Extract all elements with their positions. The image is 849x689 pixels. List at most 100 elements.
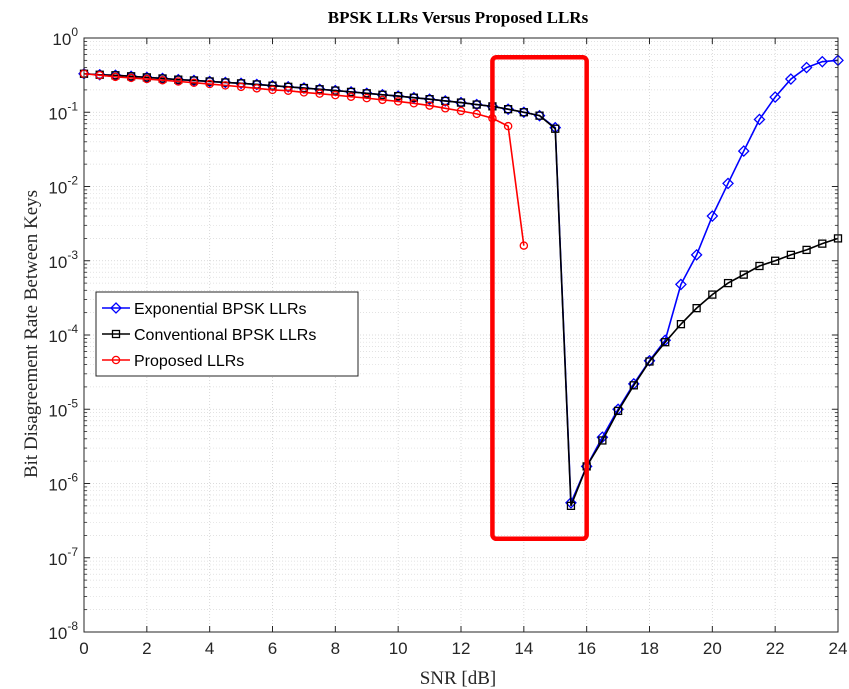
data-point: [676, 319, 686, 329]
y-tick-label: 10-8: [48, 619, 78, 643]
data-point: [456, 98, 466, 107]
ticks-layer: [83, 37, 839, 633]
data-point: [503, 105, 513, 114]
data-point: [816, 55, 829, 68]
data-point: [189, 78, 199, 87]
data-point: [802, 245, 811, 255]
data-point: [299, 88, 309, 97]
data-point: [346, 87, 356, 97]
legend-label: Conventional BPSK LLRs: [134, 327, 316, 344]
x-tick-labels: 0 2 4 6 8 10 12 14 16 18 20 22 24: [79, 639, 847, 658]
highlight-rectangle: [490, 55, 589, 542]
y-tick-label: 10-6: [48, 471, 78, 495]
x-tick-label: 2: [142, 639, 151, 658]
data-point: [551, 124, 560, 133]
data-point: [503, 121, 513, 131]
data-point: [674, 278, 687, 291]
data-point: [613, 406, 623, 416]
data-point: [95, 71, 104, 80]
legend: Exponential BPSK LLRs Conventional BPSK L…: [95, 291, 359, 377]
data-point: [378, 90, 387, 99]
legend-box: [95, 291, 359, 377]
x-tick-label: 0: [79, 639, 88, 658]
data-point: [252, 84, 262, 93]
data-point: [456, 106, 466, 116]
series-proposed-llrs: [79, 69, 529, 250]
data-point: [205, 77, 214, 86]
data-point: [472, 109, 481, 119]
y-tick-label: 100: [52, 25, 78, 49]
y-tick-label: 10-7: [48, 545, 78, 569]
data-point: [784, 73, 797, 85]
series-line-proposed-llrs: [83, 72, 525, 246]
legend-item: Proposed LLRs: [102, 353, 244, 370]
legend-item: Conventional BPSK LLRs: [102, 327, 316, 344]
data-point: [158, 75, 167, 85]
data-point: [708, 290, 717, 299]
data-point: [692, 303, 701, 313]
data-point: [818, 239, 827, 248]
x-tick-label: 8: [331, 639, 340, 658]
legend-label: Proposed LLRs: [134, 353, 244, 370]
legend-label: Exponential BPSK LLRs: [134, 301, 307, 318]
y-tick-labels: 100 10-1 10-2 10-3 10-4 10-5 10-6 10-7 10-8: [48, 25, 78, 643]
legend-swatch-marker: [110, 302, 122, 314]
data-point: [706, 210, 719, 222]
data-point: [598, 436, 607, 445]
data-point: [346, 92, 356, 101]
data-point: [315, 89, 324, 98]
data-point: [409, 93, 419, 102]
x-tick-label: 12: [452, 639, 471, 658]
data-point: [629, 381, 638, 390]
data-point: [362, 93, 371, 103]
data-point: [331, 86, 340, 95]
legend-item: Exponential BPSK LLRs: [102, 301, 307, 318]
data-point: [315, 85, 324, 94]
y-axis-label: Bit Disagreement Rate Between Keys: [21, 190, 42, 478]
data-point: [142, 74, 152, 84]
data-point: [786, 250, 796, 260]
data-point: [753, 113, 766, 126]
data-point: [739, 270, 748, 279]
series-layer: [78, 54, 844, 511]
data-point: [425, 95, 434, 104]
series-line-conventional-bpsk-llrs: [83, 72, 839, 507]
data-point: [268, 85, 277, 95]
data-point: [409, 99, 419, 108]
data-point: [173, 77, 183, 86]
data-point: [519, 241, 529, 250]
x-tick-label: 14: [514, 639, 533, 658]
data-point: [535, 111, 544, 120]
data-point: [737, 145, 750, 157]
x-tick-label: 20: [703, 639, 722, 658]
x-axis-label: SNR [dB]: [420, 668, 497, 689]
x-tick-label: 22: [766, 639, 785, 658]
x-tick-label: 18: [640, 639, 659, 658]
data-point: [205, 79, 214, 89]
data-point: [755, 261, 764, 271]
data-point: [472, 100, 481, 109]
x-tick-label: 24: [829, 639, 848, 658]
data-point: [221, 81, 230, 90]
data-point: [126, 73, 136, 83]
data-point: [723, 278, 733, 288]
y-tick-label: 10-2: [48, 174, 78, 198]
data-point: [441, 104, 450, 113]
data-point: [236, 82, 246, 92]
data-point: [283, 86, 293, 95]
data-point: [111, 72, 120, 82]
data-point: [566, 501, 576, 511]
data-point: [565, 496, 577, 509]
x-tick-label: 6: [268, 639, 277, 658]
data-point: [645, 357, 654, 366]
data-point: [378, 95, 387, 105]
x-tick-label: 4: [205, 639, 214, 658]
data-point: [771, 256, 780, 265]
legend-swatch-marker: [111, 329, 121, 339]
y-tick-label: 10-1: [48, 99, 78, 123]
y-tick-label: 10-3: [48, 248, 78, 272]
data-point: [800, 61, 813, 74]
x-tick-label: 16: [577, 639, 596, 658]
